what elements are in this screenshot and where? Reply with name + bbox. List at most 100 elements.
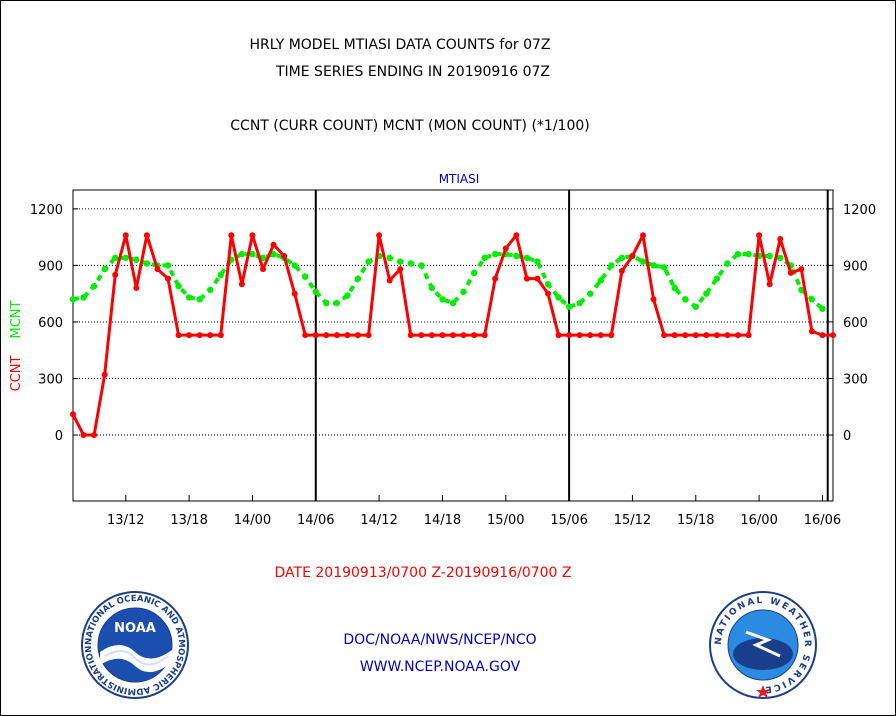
data-point-ccnt — [450, 332, 456, 339]
url-link[interactable]: WWW.NCEP.NOAA.GOV — [359, 659, 521, 675]
data-point-ccnt — [376, 232, 383, 239]
data-point-ccnt — [154, 266, 161, 273]
x-tick-label: 15/06 — [550, 513, 587, 528]
data-point-ccnt — [640, 232, 646, 239]
data-point-mcnt — [534, 258, 541, 265]
x-tick-label: 13/12 — [107, 513, 144, 528]
data-point-mcnt — [122, 254, 129, 262]
data-point-ccnt — [650, 296, 657, 303]
data-point-ccnt — [101, 371, 108, 378]
data-point-ccnt — [692, 332, 699, 339]
data-point-mcnt — [513, 252, 520, 260]
data-point-ccnt — [260, 266, 266, 273]
data-point-mcnt — [185, 294, 193, 301]
data-point-mcnt — [344, 292, 351, 299]
y-axis-label-ccnt: CCNT — [9, 356, 24, 392]
data-point-ccnt — [270, 241, 277, 248]
plot-area — [72, 189, 834, 502]
y-axis-label-mcnt: MCNT — [9, 300, 24, 338]
x-tick-label: 13/18 — [170, 513, 207, 528]
data-point-mcnt — [249, 250, 256, 258]
data-point-ccnt — [355, 332, 361, 339]
data-point-ccnt — [228, 232, 235, 239]
data-point-ccnt — [745, 332, 752, 339]
data-point-mcnt — [587, 290, 594, 297]
y-tick-label-left: 600 — [38, 316, 63, 331]
data-point-ccnt — [186, 332, 193, 339]
data-point-ccnt — [629, 252, 636, 259]
data-point-ccnt — [787, 269, 794, 276]
data-point-ccnt — [207, 332, 214, 339]
data-point-mcnt — [470, 269, 478, 277]
x-tick-label: 15/18 — [677, 513, 714, 528]
data-point-ccnt — [703, 332, 710, 339]
data-point-ccnt — [756, 232, 763, 239]
x-tick-label: 16/06 — [804, 513, 841, 528]
data-point-ccnt — [608, 332, 615, 339]
x-tick-label: 15/00 — [487, 513, 524, 528]
data-point-ccnt — [735, 332, 741, 339]
data-point-ccnt — [344, 332, 351, 339]
data-point-mcnt — [196, 296, 203, 303]
data-point-mcnt — [682, 296, 689, 303]
org-text: DOC/NOAA/NWS/NCEP/NCO — [343, 632, 537, 648]
data-point-mcnt — [618, 254, 626, 262]
data-point-ccnt — [576, 332, 583, 339]
data-point-mcnt — [133, 256, 140, 263]
data-point-ccnt — [386, 277, 393, 284]
x-tick-label: 14/12 — [360, 513, 397, 528]
data-point-ccnt — [397, 266, 404, 273]
data-point-mcnt — [608, 262, 615, 269]
data-point-mcnt — [692, 303, 699, 311]
data-point-mcnt — [323, 299, 330, 307]
data-point-mcnt — [671, 284, 678, 292]
data-point-mcnt — [798, 286, 805, 294]
y-tick-label-right: 900 — [843, 259, 868, 274]
data-point-mcnt — [460, 288, 467, 295]
data-point-mcnt — [523, 254, 531, 262]
y-tick-label-left: 900 — [38, 259, 63, 274]
data-point-mcnt — [312, 288, 319, 295]
data-point-mcnt — [439, 296, 446, 303]
data-point-mcnt — [713, 275, 721, 282]
data-point-mcnt — [386, 254, 393, 262]
data-point-ccnt — [291, 290, 298, 297]
data-point-ccnt — [777, 236, 784, 243]
data-point-ccnt — [819, 332, 826, 339]
data-point-ccnt — [682, 332, 689, 339]
data-point-ccnt — [365, 332, 372, 339]
y-tick-label-right: 300 — [843, 372, 868, 387]
data-point-ccnt — [302, 332, 309, 339]
data-point-ccnt — [661, 332, 668, 339]
data-point-mcnt — [481, 254, 488, 262]
y-tick-label-right: 600 — [843, 316, 868, 331]
data-point-mcnt — [101, 265, 108, 273]
data-point-mcnt — [565, 303, 573, 311]
y-tick-label-right: 1200 — [843, 203, 876, 218]
data-point-mcnt — [492, 250, 499, 258]
data-point-ccnt — [713, 332, 720, 339]
data-point-ccnt — [165, 275, 171, 282]
data-point-mcnt — [90, 282, 98, 290]
data-point-mcnt — [291, 262, 298, 269]
data-point-ccnt — [133, 285, 140, 292]
data-point-ccnt — [122, 232, 129, 239]
data-point-mcnt — [217, 271, 224, 279]
data-point-ccnt — [523, 275, 530, 282]
data-point-mcnt — [576, 299, 583, 307]
data-point-ccnt — [249, 232, 256, 239]
data-point-ccnt — [545, 290, 551, 297]
data-point-ccnt — [566, 332, 573, 339]
data-point-mcnt — [544, 281, 552, 288]
data-point-mcnt — [639, 258, 647, 265]
x-tick-label: 14/00 — [234, 513, 271, 528]
data-point-mcnt — [365, 258, 372, 265]
data-point-ccnt — [587, 332, 594, 339]
data-point-ccnt — [112, 271, 119, 278]
data-point-mcnt — [333, 299, 341, 307]
data-point-ccnt — [312, 332, 319, 339]
date-range: DATE 20190913/0700 Z-20190916/0700 Z — [274, 565, 572, 581]
chart-title-line2: TIME SERIES ENDING IN 20190916 07Z — [276, 64, 550, 80]
data-point-mcnt — [270, 250, 277, 258]
